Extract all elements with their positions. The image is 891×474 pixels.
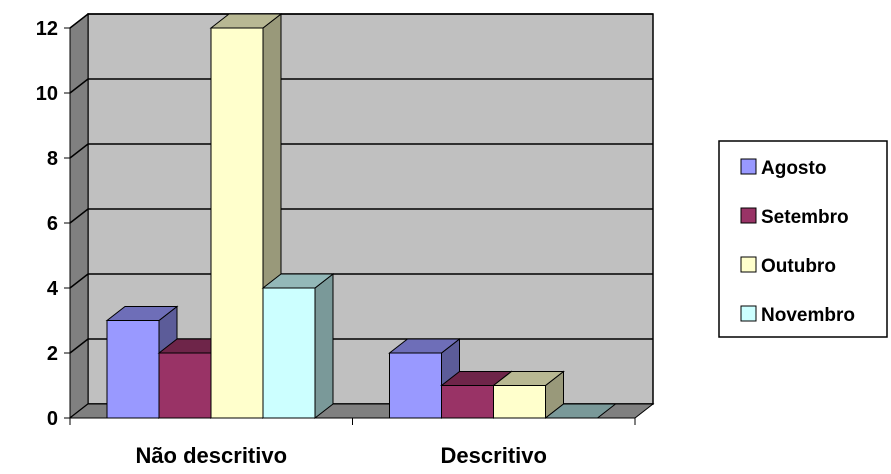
gridline: [69, 208, 653, 224]
bar-front: [262, 287, 316, 419]
bar-front: [210, 27, 264, 419]
bar-top: [544, 403, 617, 419]
legend-label: Setembro: [761, 207, 849, 228]
x-category-label: Não descritivo: [135, 443, 287, 468]
legend-label: Outubro: [761, 256, 836, 277]
gridline: [69, 78, 653, 94]
legend-swatch: [740, 207, 757, 224]
legend: Agosto Setembro Outubro Novembro: [718, 140, 888, 338]
bars: [105, 12, 617, 420]
gridline: [69, 143, 653, 159]
y-tick-label: 8: [47, 148, 58, 170]
gridline: [69, 338, 653, 354]
bar-front: [389, 352, 442, 419]
x-category-label: Descritivo: [441, 443, 547, 468]
legend-swatch: [740, 158, 757, 175]
bar: [440, 370, 513, 420]
x-category-labels: Não descritivo Descritivo: [135, 443, 547, 468]
bar-front: [106, 320, 160, 419]
y-tick-label: 6: [47, 213, 58, 235]
bar-top: [388, 338, 461, 354]
bar-top: [492, 371, 565, 386]
y-tick-label: 12: [36, 18, 58, 40]
bar: [261, 272, 335, 420]
y-tick-label: 10: [36, 83, 58, 105]
bar-front: [441, 385, 494, 419]
y-tick-label: 2: [47, 343, 58, 365]
gridline: [69, 273, 653, 289]
bar-top: [261, 273, 335, 289]
bar-front: [158, 352, 212, 419]
legend-label: Novembro: [761, 305, 855, 326]
bar-side: [314, 272, 334, 420]
bar-front: [493, 385, 546, 419]
legend-swatch: [740, 256, 757, 273]
bar: [492, 370, 565, 420]
y-tick-label: 4: [47, 278, 59, 300]
legend-swatch: [740, 305, 757, 322]
bar-top: [105, 306, 179, 321]
bar-top: [209, 13, 283, 29]
legend-label: Agosto: [761, 158, 826, 179]
y-tick-labels: 0 2 4 6 8 10 12: [36, 18, 59, 430]
bar: [544, 403, 617, 419]
y-tick-label: 0: [47, 408, 58, 430]
gridline: [69, 13, 653, 29]
